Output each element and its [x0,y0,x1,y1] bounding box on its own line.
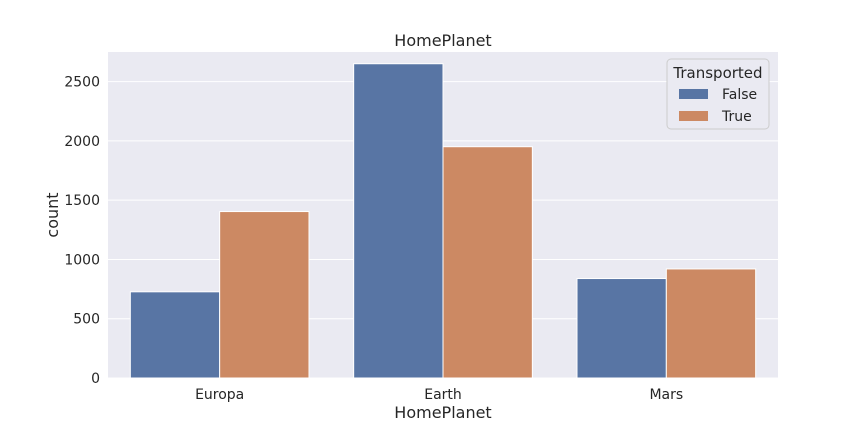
y-axis-label: count [43,192,62,237]
legend-label-false: False [722,87,757,103]
y-tick-label: 1500 [64,193,100,209]
chart-title: HomePlanet [394,31,491,50]
bar-europa-true [219,211,310,379]
x-tick-labels: Europa Earth Mars [195,387,683,403]
bar-mars-false [576,278,667,379]
y-tick-label: 500 [73,312,100,328]
bar-earth-true [442,146,533,379]
x-tick-label-mars: Mars [649,387,683,403]
x-tick-label-europa: Europa [195,387,244,403]
legend-swatch-false [679,89,708,99]
legend-title: Transported [672,64,762,82]
y-tick-label: 1000 [64,252,100,268]
legend-label-true: True [721,109,752,125]
y-tick-label: 2500 [64,75,100,91]
bar-earth-false [353,63,444,379]
bars [129,63,757,379]
y-tick-label: 0 [91,371,100,387]
y-tick-labels: 0 500 1000 1500 2000 2500 [64,75,100,387]
legend: Transported False True [666,58,770,130]
x-axis-label: HomePlanet [394,403,491,422]
bar-mars-true [665,268,757,379]
bar-europa-false [129,291,221,379]
legend-swatch-true [679,111,708,121]
x-tick-label-earth: Earth [424,387,462,403]
y-tick-label: 2000 [64,134,100,150]
